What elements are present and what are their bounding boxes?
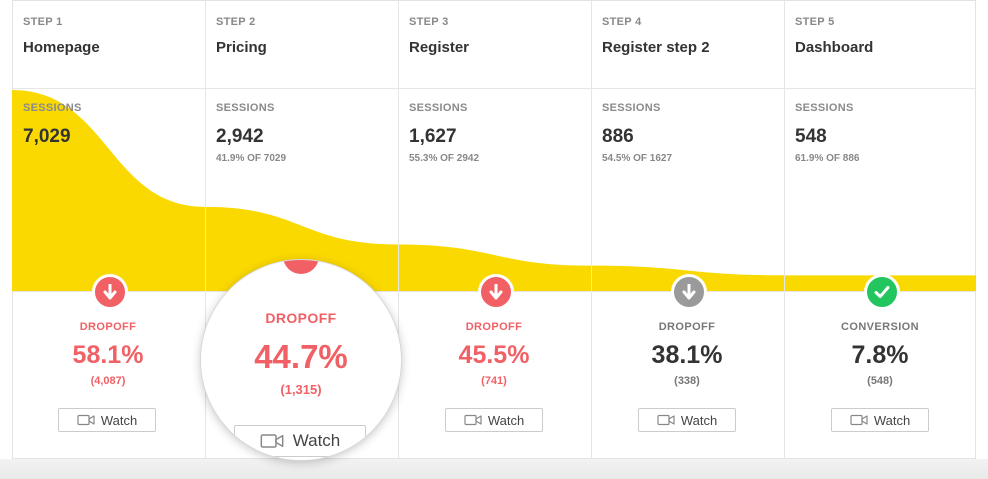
watch-button[interactable]: Watch: [58, 408, 156, 432]
step-number: STEP 3: [409, 16, 449, 28]
sessions-label: SESSIONS: [602, 102, 661, 114]
video-camera-icon: [77, 414, 95, 426]
sessions-label: SESSIONS: [409, 102, 468, 114]
panel-footer-shade: [0, 459, 988, 479]
outcome-count: (4,087): [90, 375, 126, 387]
video-camera-icon: [260, 434, 284, 448]
outcome-percent: 7.8%: [851, 341, 909, 369]
header-divider: [12, 88, 976, 89]
watch-button[interactable]: Watch: [831, 408, 929, 432]
column-divider: [205, 0, 206, 459]
outcome-count: (1,315): [280, 382, 322, 397]
funnel-area: [12, 90, 976, 291]
sessions-value: 1,627: [409, 126, 457, 147]
watch-label: Watch: [100, 412, 138, 428]
sessions-label: SESSIONS: [216, 102, 275, 114]
outcome-label: CONVERSION: [841, 321, 919, 333]
sessions-label: SESSIONS: [795, 102, 854, 114]
video-camera-icon: [657, 414, 675, 426]
dropoff-badge: [671, 274, 707, 310]
step-number: STEP 4: [602, 16, 642, 28]
arrow-down-icon: [103, 284, 117, 300]
outcome-count: (548): [867, 375, 893, 387]
check-icon: [874, 286, 890, 298]
outcome-count: (741): [481, 375, 507, 387]
watch-button[interactable]: Watch: [445, 408, 543, 432]
funnel-area-chart: [12, 90, 976, 291]
outcome-percent: 38.1%: [651, 341, 723, 369]
watch-label: Watch: [292, 431, 341, 450]
step-name: Homepage: [23, 39, 100, 56]
dropoff-badge: [283, 260, 319, 274]
outcome-label: DROPOFF: [465, 321, 523, 333]
sessions-value: 886: [602, 126, 634, 147]
sessions-percent-of-previous: 54.5% OF 1627: [602, 153, 673, 164]
video-camera-icon: [850, 414, 868, 426]
column-divider: [398, 0, 399, 459]
step-name: Register: [409, 39, 470, 56]
outcome-label: DROPOFF: [658, 321, 716, 333]
watch-button[interactable]: Watch: [638, 408, 736, 432]
watch-button[interactable]: Watch: [234, 425, 366, 457]
column-divider: [784, 0, 785, 459]
outcome-percent: 58.1%: [72, 341, 144, 369]
video-camera-icon: [464, 414, 482, 426]
step-number: STEP 2: [216, 16, 256, 28]
dropoff-badge: [92, 274, 128, 310]
arrow-down-icon: [682, 284, 696, 300]
sessions-value: 548: [795, 126, 827, 147]
sessions-label: SESSIONS: [23, 102, 82, 114]
watch-label: Watch: [680, 412, 718, 428]
step-name: Pricing: [216, 39, 267, 56]
step-number: STEP 1: [23, 16, 63, 28]
outcome-label: DROPOFF: [265, 310, 337, 326]
step-name: Dashboard: [795, 39, 874, 56]
outcome-count: (338): [674, 375, 700, 387]
outcome-label: DROPOFF: [79, 321, 137, 333]
watch-label: Watch: [487, 412, 525, 428]
sessions-value: 2,942: [216, 126, 264, 147]
sessions-percent-of-previous: 61.9% OF 886: [795, 153, 860, 164]
column-divider: [591, 0, 592, 459]
step-number: STEP 5: [795, 16, 835, 28]
dropoff-badge: [478, 274, 514, 310]
conversion-badge: [864, 274, 900, 310]
step-name: Register step 2: [602, 39, 710, 56]
magnified-callout: DROPOFF 44.7% (1,315) Watch: [201, 260, 401, 460]
outcome-percent: 45.5%: [458, 341, 530, 369]
sessions-percent-of-previous: 41.9% OF 7029: [216, 153, 287, 164]
sessions-value: 7,029: [23, 126, 71, 147]
sessions-percent-of-previous: 55.3% OF 2942: [409, 153, 480, 164]
arrow-down-icon: [489, 284, 503, 300]
outcome-percent: 44.7%: [254, 338, 348, 375]
watch-label: Watch: [873, 412, 911, 428]
